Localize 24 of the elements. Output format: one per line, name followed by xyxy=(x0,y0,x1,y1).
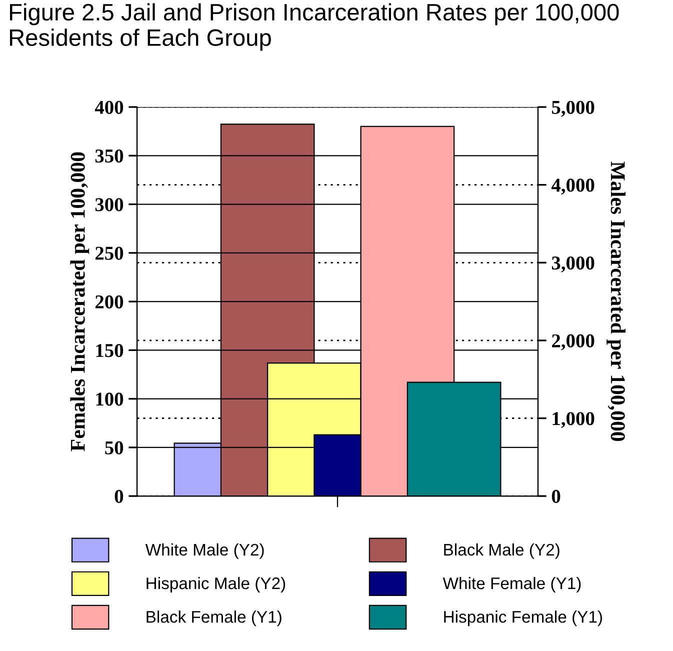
y-tick-label: 300 xyxy=(95,198,124,212)
legend-label: White Male (Y2) xyxy=(145,543,264,559)
y-tick-label: 0 xyxy=(114,490,124,503)
legend-label: White Female (Y1) xyxy=(442,576,581,592)
y-axis-title: Females Incarcerated per 100,000 xyxy=(70,152,90,452)
y2-tick-label: 0 xyxy=(552,490,560,503)
y-tick-label: 150 xyxy=(96,344,124,358)
y-tick-label: 50 xyxy=(105,441,124,454)
y2-tick-label: 2,000 xyxy=(552,334,594,350)
legend-label: Black Female (Y1) xyxy=(146,610,282,626)
legend-label: Black Male (Y2) xyxy=(444,543,560,559)
legend-label: Hispanic Male (Y2) xyxy=(146,576,286,593)
y-tick-label: 200 xyxy=(95,295,124,308)
y2-tick-label: 4,000 xyxy=(551,178,594,195)
y-tick-label: 250 xyxy=(95,246,124,260)
y-tick-label: 400 xyxy=(94,100,124,114)
y-tick-label: 100 xyxy=(96,392,124,406)
y2-axis-title: Males Incarcerated per 100,000 xyxy=(606,162,626,441)
legend-label: Hispanic Female (Y1) xyxy=(444,610,602,626)
y2-tick-label: 3,000 xyxy=(552,256,594,272)
chart-title: Figure 2.5 Jail and Prison Incarceration Rates per 100,000 Residents of Each Group xyxy=(10,3,619,51)
y2-tick-label: 1,000 xyxy=(552,412,594,428)
y2-tick-label: 5,000 xyxy=(552,100,594,117)
y-tick-label: 350 xyxy=(95,149,124,163)
